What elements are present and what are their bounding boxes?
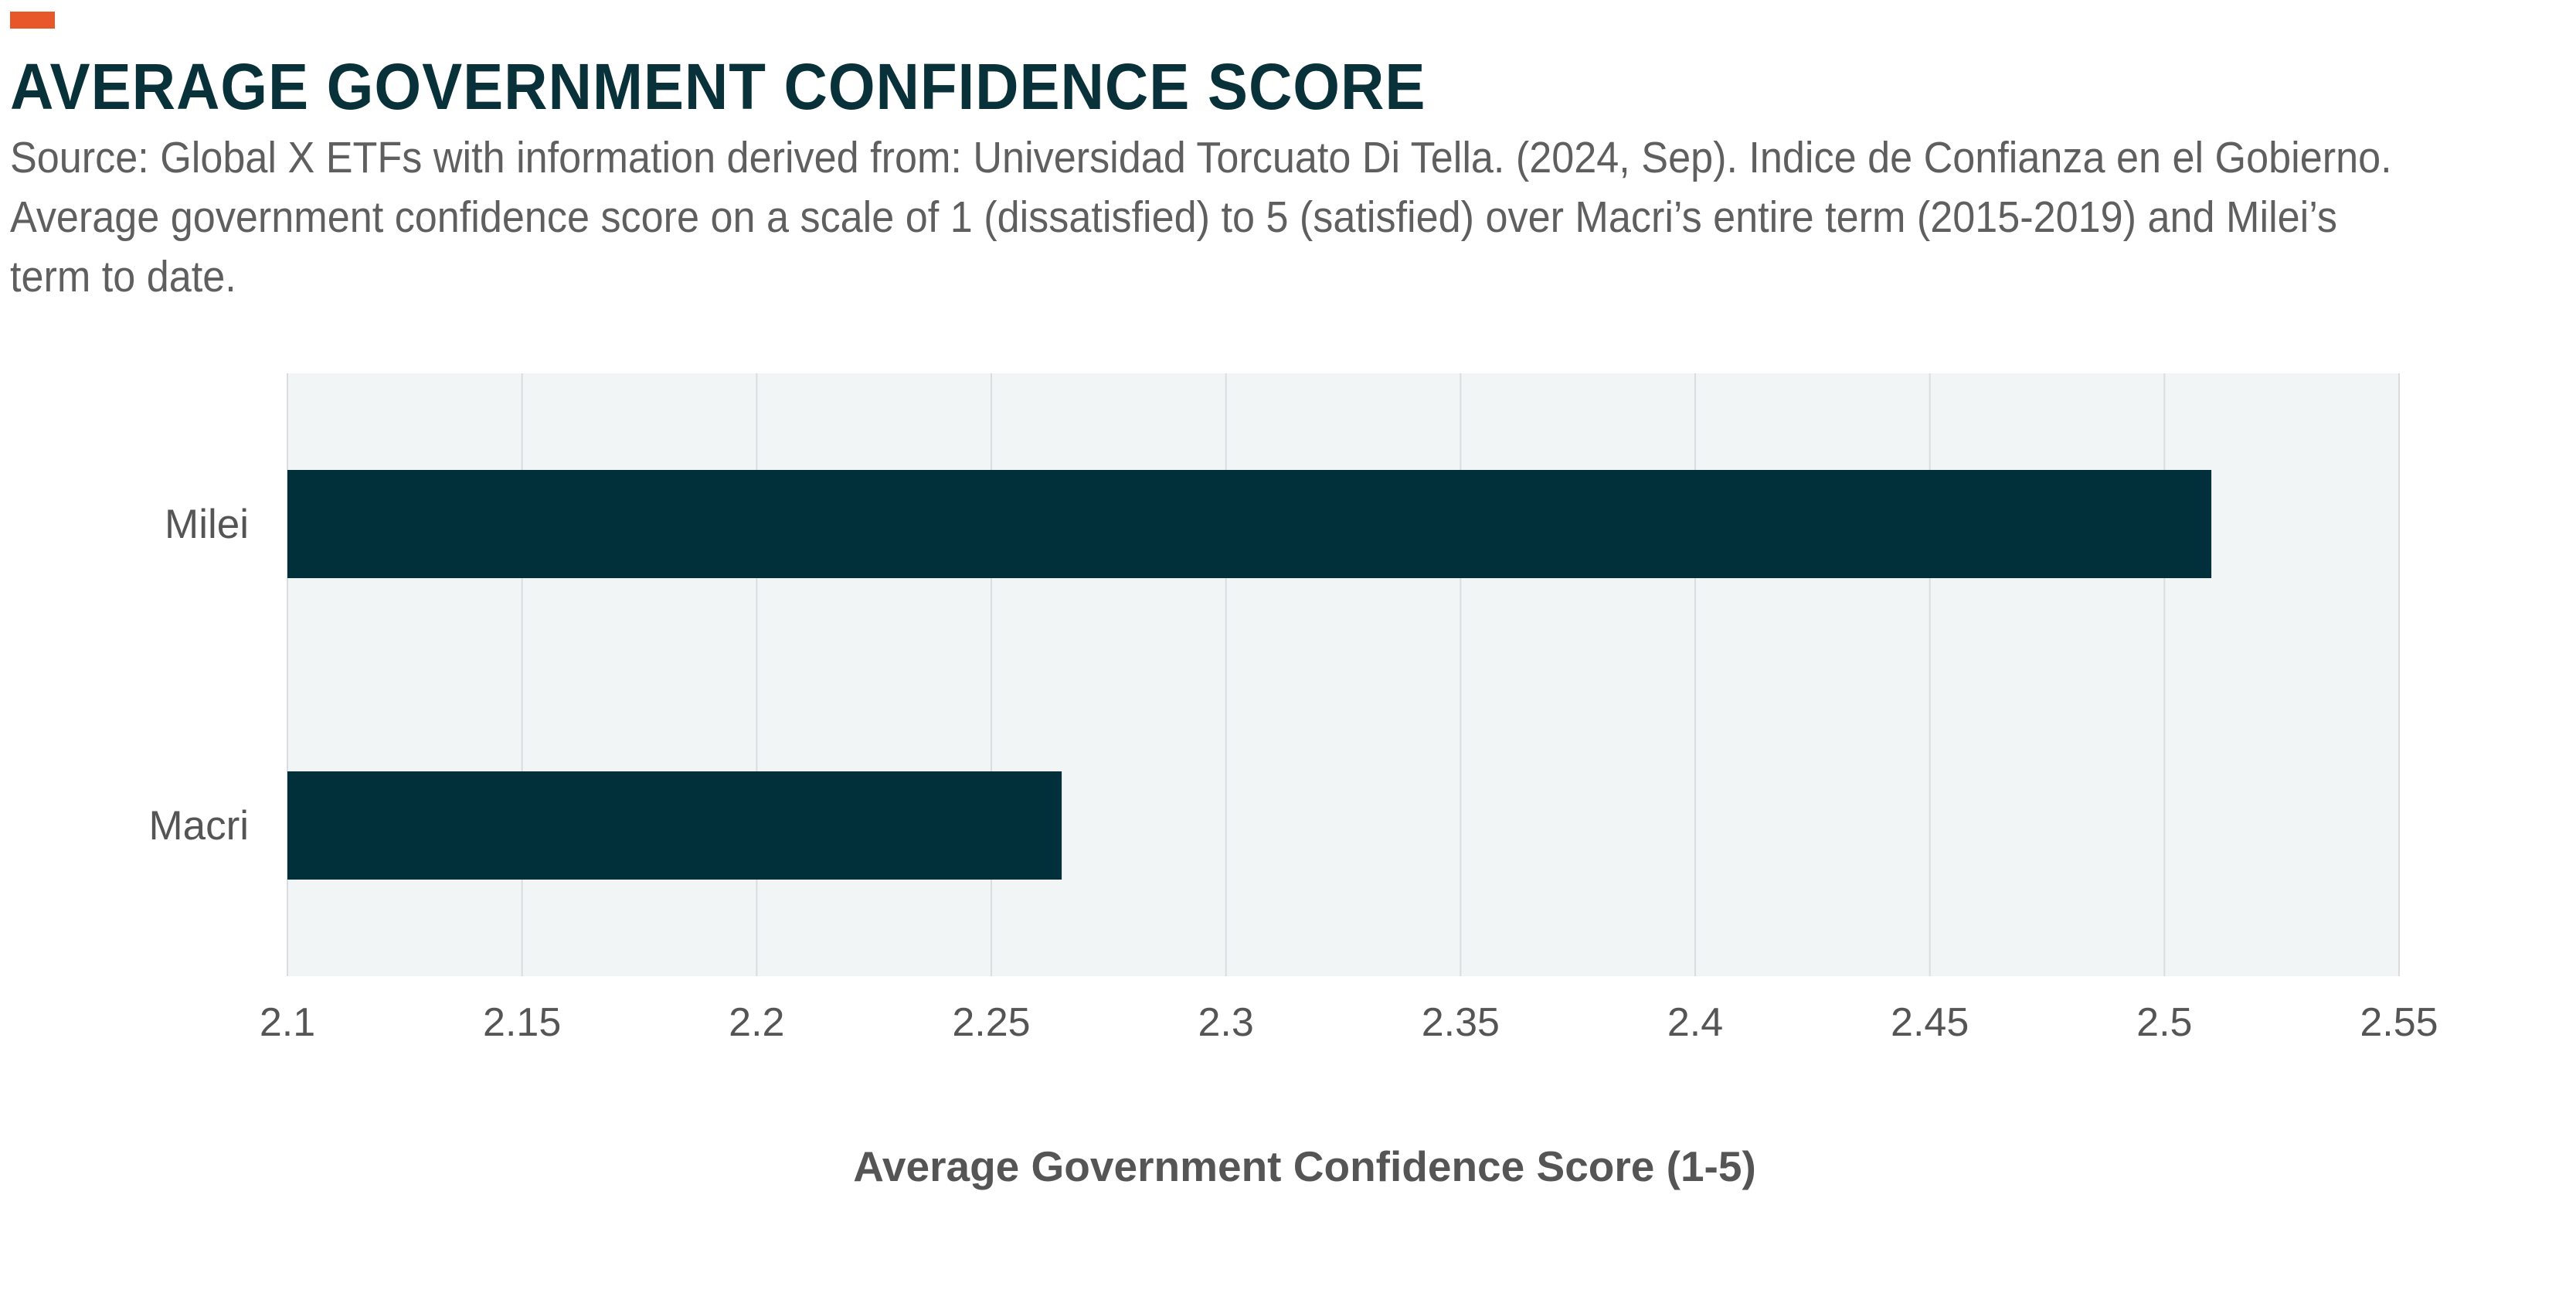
accent-bar (10, 12, 55, 29)
x-tick-label: 2.45 (1891, 1000, 1969, 1045)
x-tick-labels: 2.1 2.15 2.2 2.25 2.3 2.35 2.4 2.45 2.5 2.55 (260, 1000, 2438, 1045)
chart-subtitle: Source: Global X ETFs with information d… (10, 133, 2392, 301)
plot-area (287, 373, 2399, 976)
x-tick-label: 2.4 (1667, 1000, 1723, 1045)
bar-milei (287, 470, 2212, 578)
x-tick-label: 2.15 (483, 1000, 561, 1045)
bar-macri (287, 771, 1062, 880)
category-labels: Milei Macri (148, 502, 249, 849)
x-tick-label: 2.25 (952, 1000, 1030, 1045)
x-tick-label: 2.2 (729, 1000, 784, 1045)
x-tick-label: 2.55 (2360, 1000, 2438, 1045)
x-tick-label: 2.35 (1422, 1000, 1500, 1045)
category-label-milei: Milei (165, 502, 249, 547)
x-tick-label: 2.5 (2136, 1000, 2192, 1045)
category-label-macri: Macri (148, 803, 249, 849)
x-tick-label: 2.1 (260, 1000, 315, 1045)
bars (287, 470, 2212, 880)
x-axis-title: Average Government Confidence Score (1-5… (853, 1142, 1756, 1190)
chart-title: AVERAGE GOVERNMENT CONFIDENCE SCORE (10, 50, 1426, 123)
x-tick-label: 2.3 (1198, 1000, 1254, 1045)
